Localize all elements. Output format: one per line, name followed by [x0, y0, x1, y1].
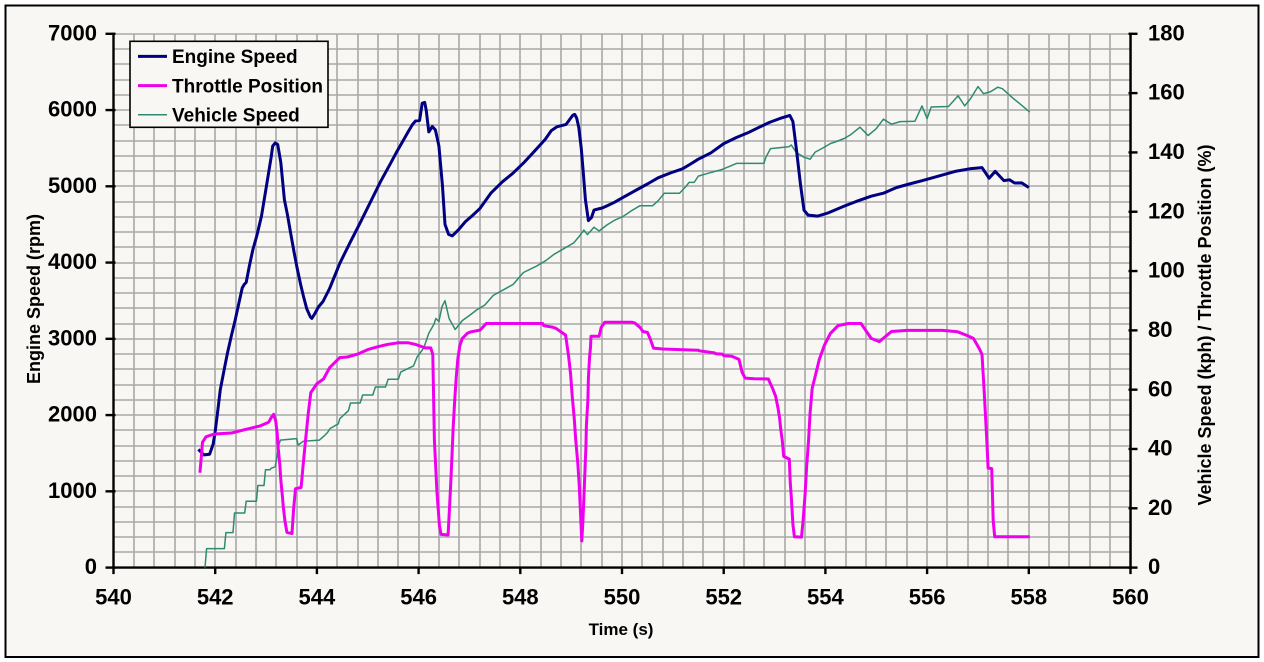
svg-text:544: 544: [299, 585, 336, 610]
svg-text:Time (s): Time (s): [589, 620, 654, 639]
svg-text:140: 140: [1148, 139, 1185, 164]
svg-text:6000: 6000: [48, 97, 97, 122]
svg-text:546: 546: [400, 585, 437, 610]
svg-text:558: 558: [1010, 585, 1047, 610]
svg-text:542: 542: [197, 585, 234, 610]
svg-text:120: 120: [1148, 198, 1185, 223]
svg-text:556: 556: [909, 585, 946, 610]
svg-text:550: 550: [604, 585, 641, 610]
svg-text:80: 80: [1148, 317, 1172, 342]
svg-text:40: 40: [1148, 436, 1172, 461]
svg-text:60: 60: [1148, 376, 1172, 401]
svg-text:4000: 4000: [48, 249, 97, 274]
svg-text:100: 100: [1148, 258, 1185, 283]
svg-text:0: 0: [85, 554, 97, 579]
svg-text:540: 540: [95, 585, 132, 610]
svg-text:7000: 7000: [48, 20, 97, 45]
svg-text:554: 554: [807, 585, 844, 610]
svg-text:Engine Speed: Engine Speed: [172, 47, 298, 68]
svg-text:180: 180: [1148, 20, 1185, 45]
svg-text:Vehicle Speed: Vehicle Speed: [172, 106, 300, 127]
svg-text:Throttle Position: Throttle Position: [172, 76, 323, 97]
svg-text:552: 552: [705, 585, 742, 610]
svg-text:2000: 2000: [48, 402, 97, 427]
svg-text:560: 560: [1112, 585, 1149, 610]
svg-text:Engine Speed (rpm): Engine Speed (rpm): [24, 214, 44, 384]
svg-text:Vehicle Speed (kph) / Throttle: Vehicle Speed (kph) / Throttle Position …: [1195, 144, 1215, 505]
svg-text:0: 0: [1148, 554, 1160, 579]
svg-text:3000: 3000: [48, 325, 97, 350]
svg-text:548: 548: [502, 585, 539, 610]
svg-text:20: 20: [1148, 495, 1172, 520]
svg-text:5000: 5000: [48, 173, 97, 198]
svg-text:160: 160: [1148, 80, 1185, 105]
svg-text:1000: 1000: [48, 478, 97, 503]
